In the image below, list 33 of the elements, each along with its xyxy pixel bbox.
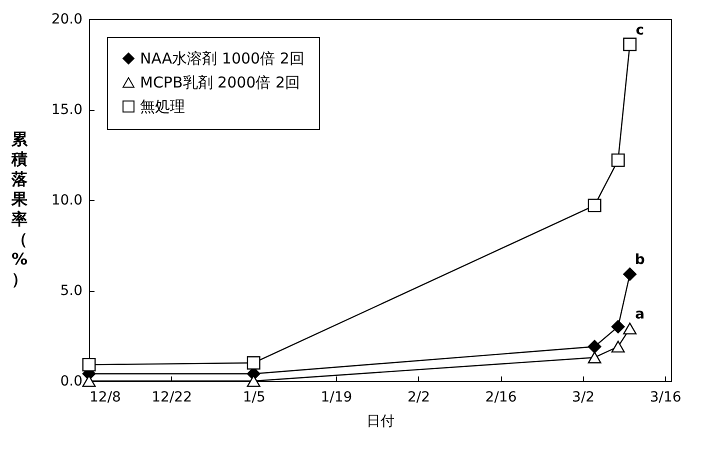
annotation: b (634, 252, 645, 268)
x-tick-label: 12/22 (152, 390, 192, 406)
y-tick-label: 5.0 (60, 283, 82, 299)
legend-label: NAA水溶剤 1000倍 2回 (140, 50, 304, 68)
x-tick-label: 12/8 (90, 390, 121, 406)
x-tick-label: 3/16 (650, 390, 682, 406)
point (611, 153, 625, 167)
point (588, 352, 602, 364)
point (246, 356, 260, 370)
point (623, 267, 637, 281)
x-tick-label: 1/5 (242, 390, 266, 406)
annotation: a (635, 306, 645, 323)
point (588, 198, 602, 212)
point (588, 340, 602, 354)
annotation: c (636, 22, 644, 38)
point (623, 38, 637, 52)
x-tick-label: 2/16 (485, 390, 517, 406)
y-tick-label: 0.0 (60, 374, 82, 390)
point (623, 322, 637, 334)
legend-label: 無処理 (140, 98, 185, 116)
point (611, 320, 625, 334)
y-tick-label: 15.0 (51, 102, 82, 118)
point (246, 375, 260, 387)
y-tick-label: 20.0 (51, 12, 82, 28)
legend-label: MCPB乳剤 2000倍 2回 (140, 74, 300, 92)
x-tick-label: 1/19 (320, 390, 352, 406)
point (611, 340, 625, 353)
y-tick-label: 10.0 (51, 192, 82, 208)
x-axis-title: 日付 (366, 414, 394, 430)
x-tick-label: 2/2 (407, 390, 430, 406)
y-axis-title: 累積落果率（%） (10, 130, 28, 288)
x-tick-label: 3/2 (572, 390, 595, 406)
point (82, 358, 96, 372)
